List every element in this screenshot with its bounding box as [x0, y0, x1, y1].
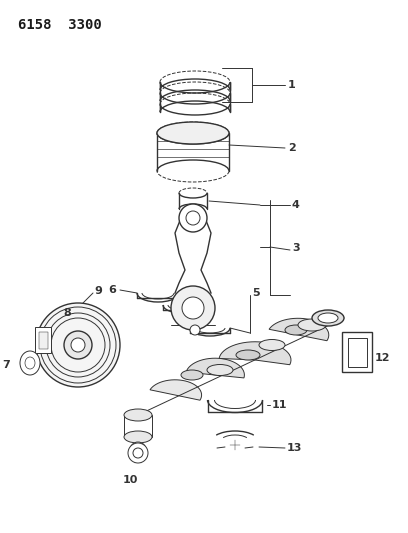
Circle shape [71, 338, 85, 352]
Text: 13: 13 [287, 443, 302, 453]
Circle shape [36, 303, 120, 387]
Text: 6158  3300: 6158 3300 [18, 18, 102, 32]
Circle shape [182, 297, 204, 319]
Ellipse shape [259, 340, 285, 351]
Ellipse shape [20, 351, 40, 375]
Circle shape [171, 286, 215, 330]
Ellipse shape [312, 310, 344, 326]
Text: 6: 6 [108, 285, 116, 295]
Circle shape [179, 204, 207, 232]
Text: 12: 12 [375, 353, 390, 363]
Text: 2: 2 [288, 143, 296, 153]
Text: 3: 3 [292, 243, 299, 253]
Polygon shape [186, 358, 244, 378]
Text: 10: 10 [122, 475, 137, 485]
Ellipse shape [298, 319, 326, 331]
Ellipse shape [157, 122, 229, 144]
FancyBboxPatch shape [35, 327, 51, 353]
Ellipse shape [285, 325, 307, 335]
Text: 8: 8 [63, 308, 71, 318]
Text: 1: 1 [288, 80, 296, 90]
Ellipse shape [124, 431, 152, 443]
Circle shape [186, 211, 200, 225]
Circle shape [128, 443, 148, 463]
Polygon shape [219, 342, 291, 365]
Ellipse shape [124, 409, 152, 421]
FancyBboxPatch shape [348, 337, 366, 367]
Text: 11: 11 [272, 400, 288, 410]
Circle shape [190, 325, 200, 335]
Circle shape [130, 442, 146, 458]
Ellipse shape [207, 365, 233, 376]
Ellipse shape [25, 357, 35, 369]
FancyBboxPatch shape [38, 332, 47, 349]
Polygon shape [269, 318, 329, 341]
Text: 9: 9 [94, 286, 102, 296]
Circle shape [133, 448, 143, 458]
Text: 7: 7 [2, 360, 10, 370]
Circle shape [64, 331, 92, 359]
Text: 5: 5 [252, 288, 259, 298]
FancyBboxPatch shape [342, 332, 372, 372]
Ellipse shape [181, 370, 203, 380]
Ellipse shape [236, 350, 260, 360]
Text: 4: 4 [292, 200, 300, 210]
Polygon shape [150, 380, 202, 400]
Ellipse shape [318, 313, 338, 323]
